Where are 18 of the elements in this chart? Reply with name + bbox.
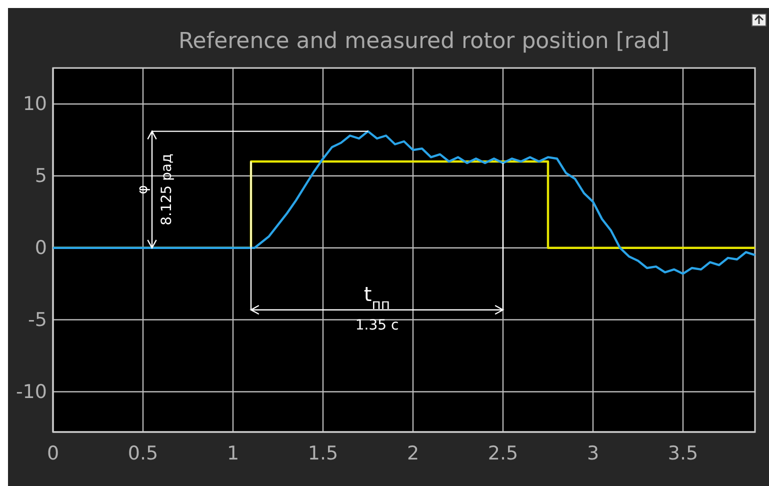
y-tick-label: -10 [16, 380, 47, 403]
annotation: 8.125 рад [158, 154, 175, 226]
line-series [52, 130, 756, 275]
annotation: φ [134, 184, 151, 194]
chart-title: Reference and measured rotor position [rad] [178, 29, 670, 54]
y-tick-label: 10 [22, 93, 47, 116]
annotation: t$_{пп}$ [364, 282, 390, 313]
y-tick-label: -5 [28, 308, 47, 331]
x-tick-label: 0.5 [128, 442, 158, 464]
x-tick-label: 3.5 [668, 442, 698, 464]
x-tick-label: 3 [586, 442, 600, 464]
x-tick-label: 1.5 [308, 442, 338, 464]
x-tick-label: 2 [406, 442, 420, 464]
y-tick-label: 5 [34, 164, 47, 187]
y-tick-label: 0 [34, 236, 47, 259]
annotation: 1.35 с [355, 318, 399, 334]
x-tick-label: 1 [226, 442, 240, 464]
x-tick-label: 2.5 [488, 442, 518, 464]
